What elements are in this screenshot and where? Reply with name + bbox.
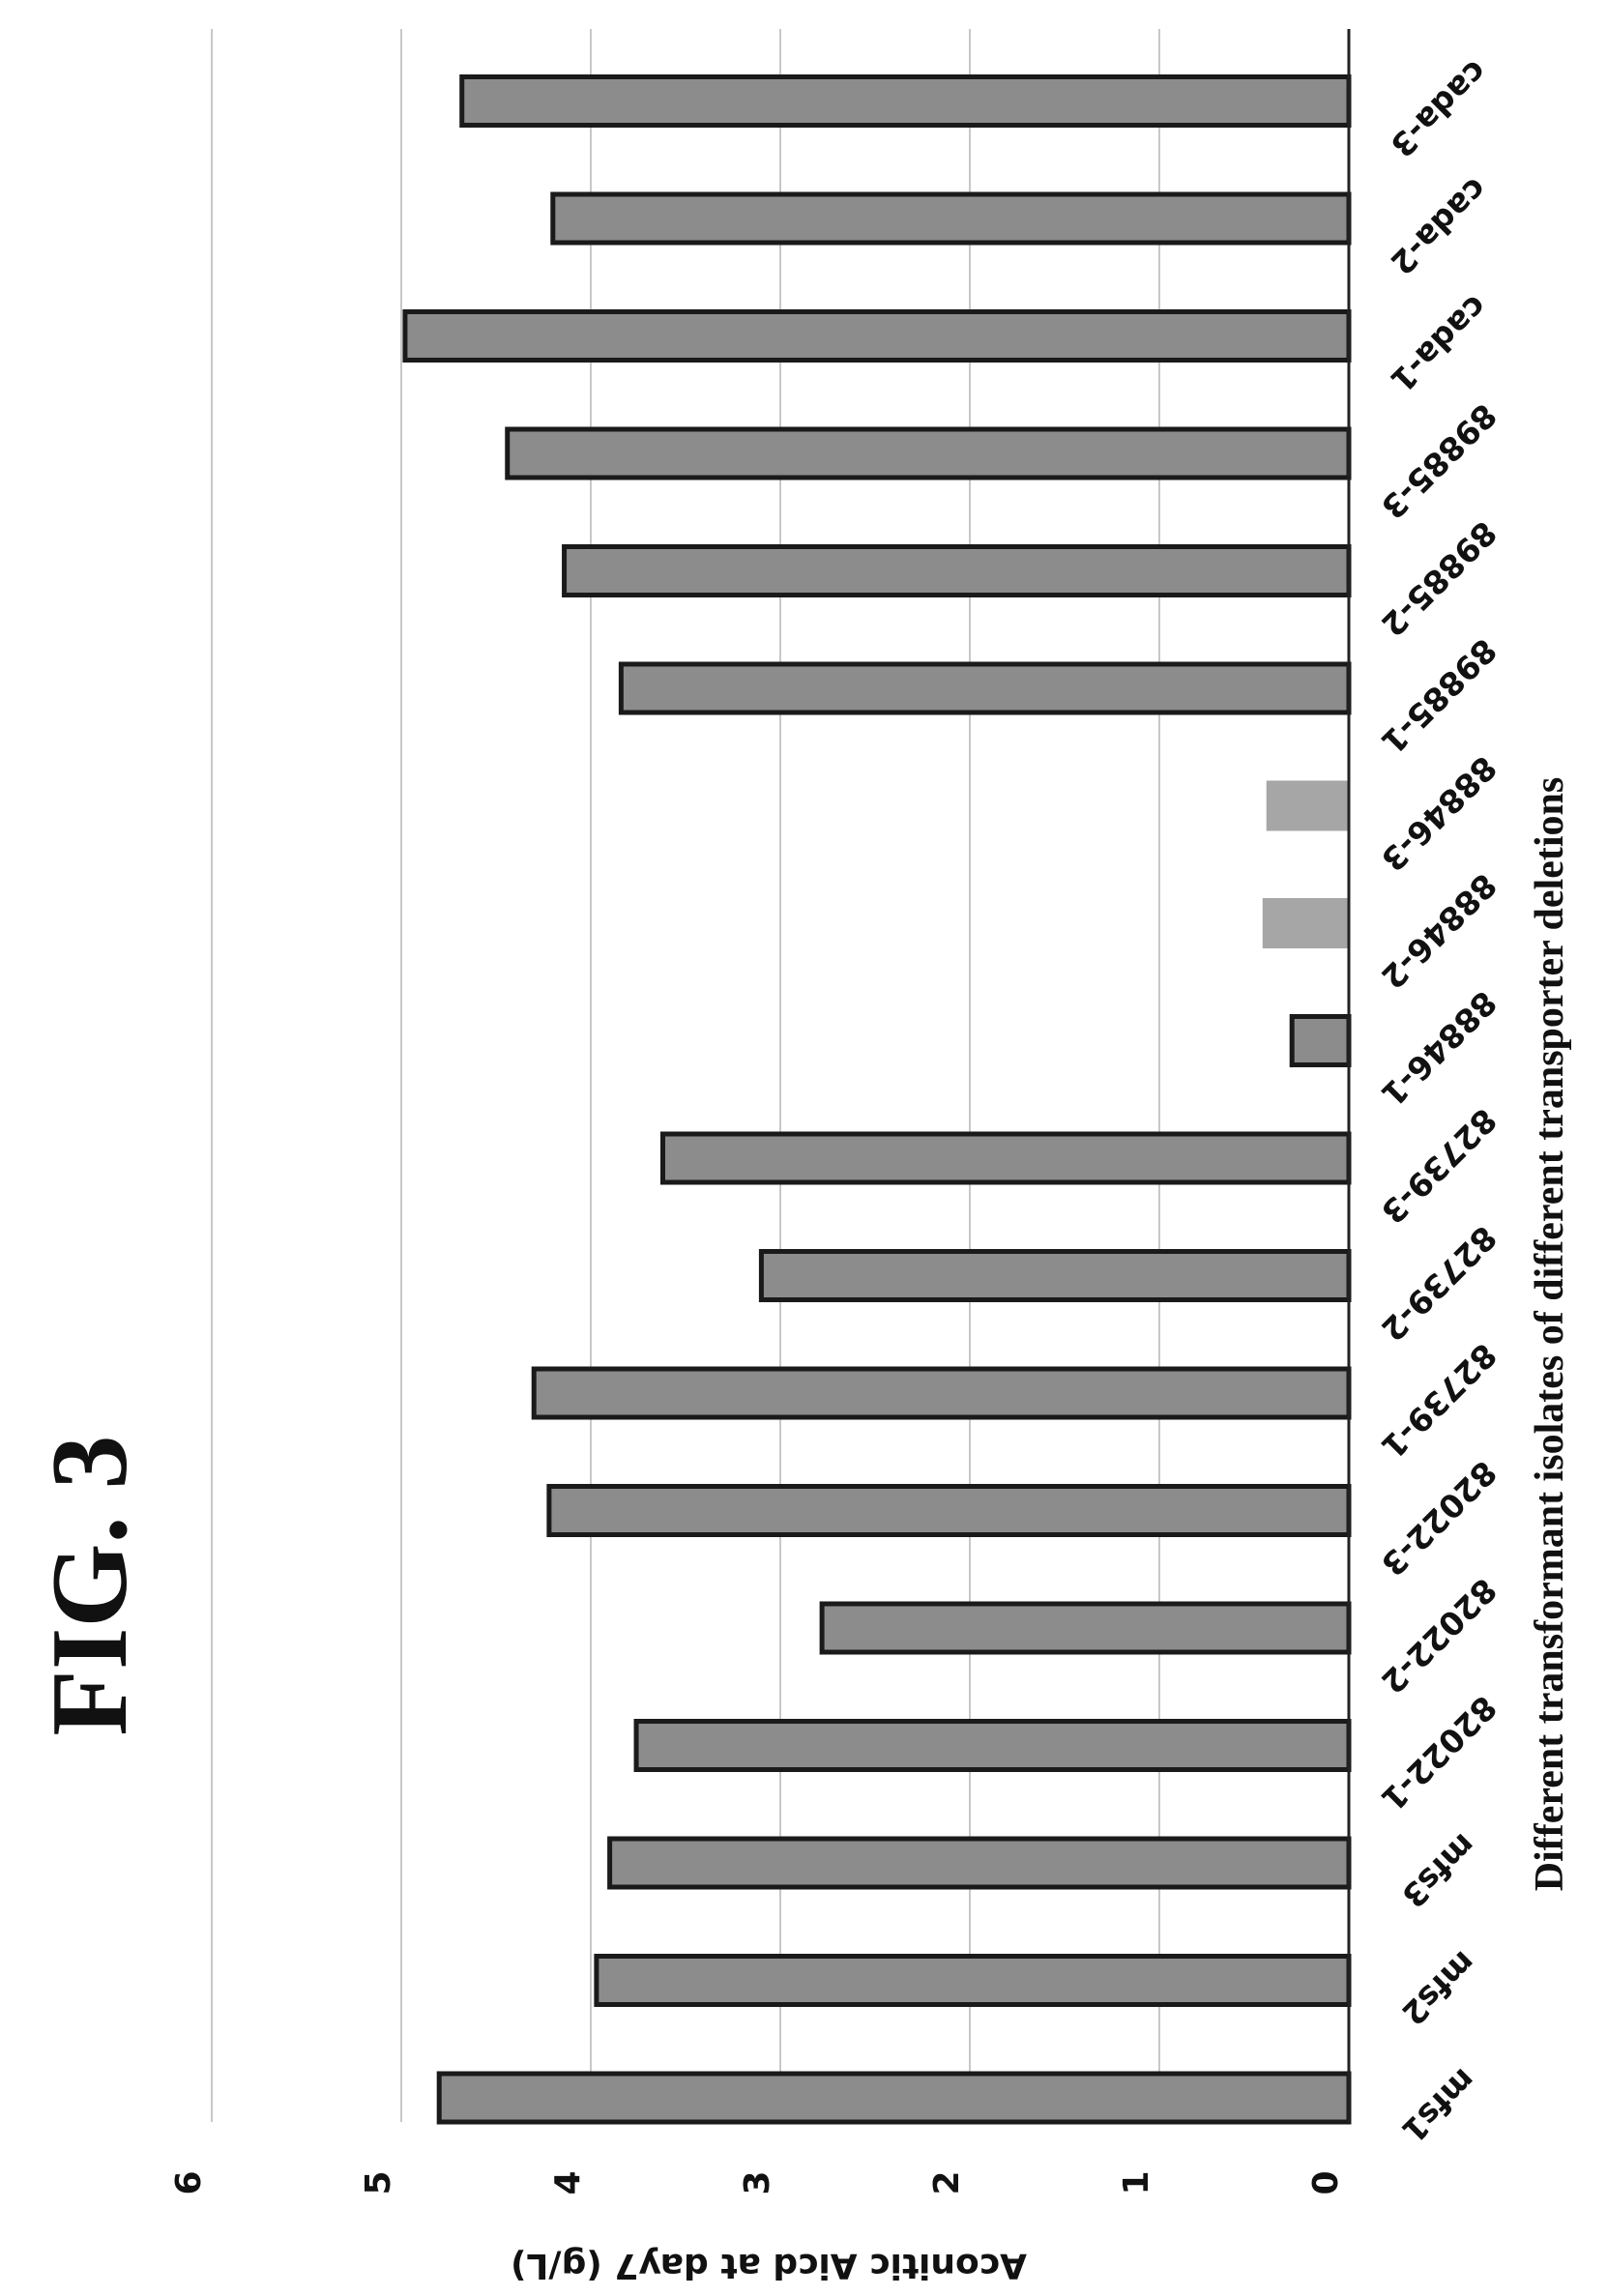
bar-mfs3 xyxy=(607,1836,1352,1890)
bar-88846-3 xyxy=(1266,780,1350,831)
y-tick-label: 3 xyxy=(738,2170,777,2194)
x-tick-label: 89885-3 xyxy=(1374,396,1505,527)
bar-82022-2 xyxy=(819,1601,1352,1655)
x-tick-label: 88846-3 xyxy=(1374,748,1505,879)
bar-82022-3 xyxy=(546,1484,1352,1537)
y-tick-label: 0 xyxy=(1306,2170,1346,2194)
y-tick-label: 6 xyxy=(169,2170,209,2194)
y-axis-label: Aconitic Aicd at day7 (g/L) xyxy=(511,2246,1027,2285)
x-tick-label: 82739-1 xyxy=(1374,1336,1505,1467)
bar-cada-1 xyxy=(402,309,1352,363)
bar-88846-1 xyxy=(1289,1014,1352,1067)
x-tick-label: mfs2 xyxy=(1394,1944,1483,2033)
bar-89885-3 xyxy=(505,426,1352,480)
value-axis-ticks: 0 1 2 3 4 5 6 xyxy=(169,2170,1346,2194)
bar-cada-3 xyxy=(459,74,1352,128)
gridlines xyxy=(211,29,1160,2122)
x-axis-label: Different transformant isolates of diffe… xyxy=(1528,777,1572,1891)
x-tick-label: mfs1 xyxy=(1394,2061,1483,2150)
figure-title: FIG. 3 xyxy=(30,1435,150,1735)
bar-82739-2 xyxy=(758,1249,1352,1302)
x-tick-label: 82022-3 xyxy=(1374,1453,1505,1584)
x-tick-label: 82739-3 xyxy=(1374,1101,1505,1232)
x-tick-label: cada-2 xyxy=(1383,170,1495,282)
y-tick-label: 2 xyxy=(927,2170,967,2194)
category-axis-ticks: mfs1 mfs2 mfs382022-182022-282022-382739-1… xyxy=(1374,53,1505,2150)
bar-82739-1 xyxy=(531,1366,1352,1420)
y-tick-label: 5 xyxy=(359,2170,398,2194)
x-tick-label: 89885-2 xyxy=(1374,513,1505,644)
x-tick-label: 82022-1 xyxy=(1374,1688,1505,1818)
x-tick-label: cada-3 xyxy=(1383,53,1495,165)
bar-cada-2 xyxy=(550,191,1352,246)
bar-82739-3 xyxy=(659,1131,1352,1185)
x-tick-label: 89885-1 xyxy=(1374,631,1505,762)
bar-82022-1 xyxy=(633,1719,1352,1772)
x-tick-label: 82022-2 xyxy=(1374,1571,1505,1701)
y-tick-label: 1 xyxy=(1117,2170,1156,2194)
x-tick-label: mfs3 xyxy=(1394,1826,1483,1915)
bar-89885-2 xyxy=(562,544,1352,597)
bar-mfs1 xyxy=(436,2071,1352,2125)
x-tick-label: 88846-2 xyxy=(1374,866,1505,997)
bars xyxy=(402,74,1352,2125)
bar-89885-1 xyxy=(618,661,1352,715)
x-tick-label: 88846-1 xyxy=(1374,983,1505,1114)
bar-88846-2 xyxy=(1262,898,1351,948)
y-tick-label: 4 xyxy=(548,2170,588,2194)
x-tick-label: cada-1 xyxy=(1383,288,1495,400)
bar-mfs2 xyxy=(594,1954,1352,2007)
x-tick-label: 82739-2 xyxy=(1374,1218,1505,1349)
